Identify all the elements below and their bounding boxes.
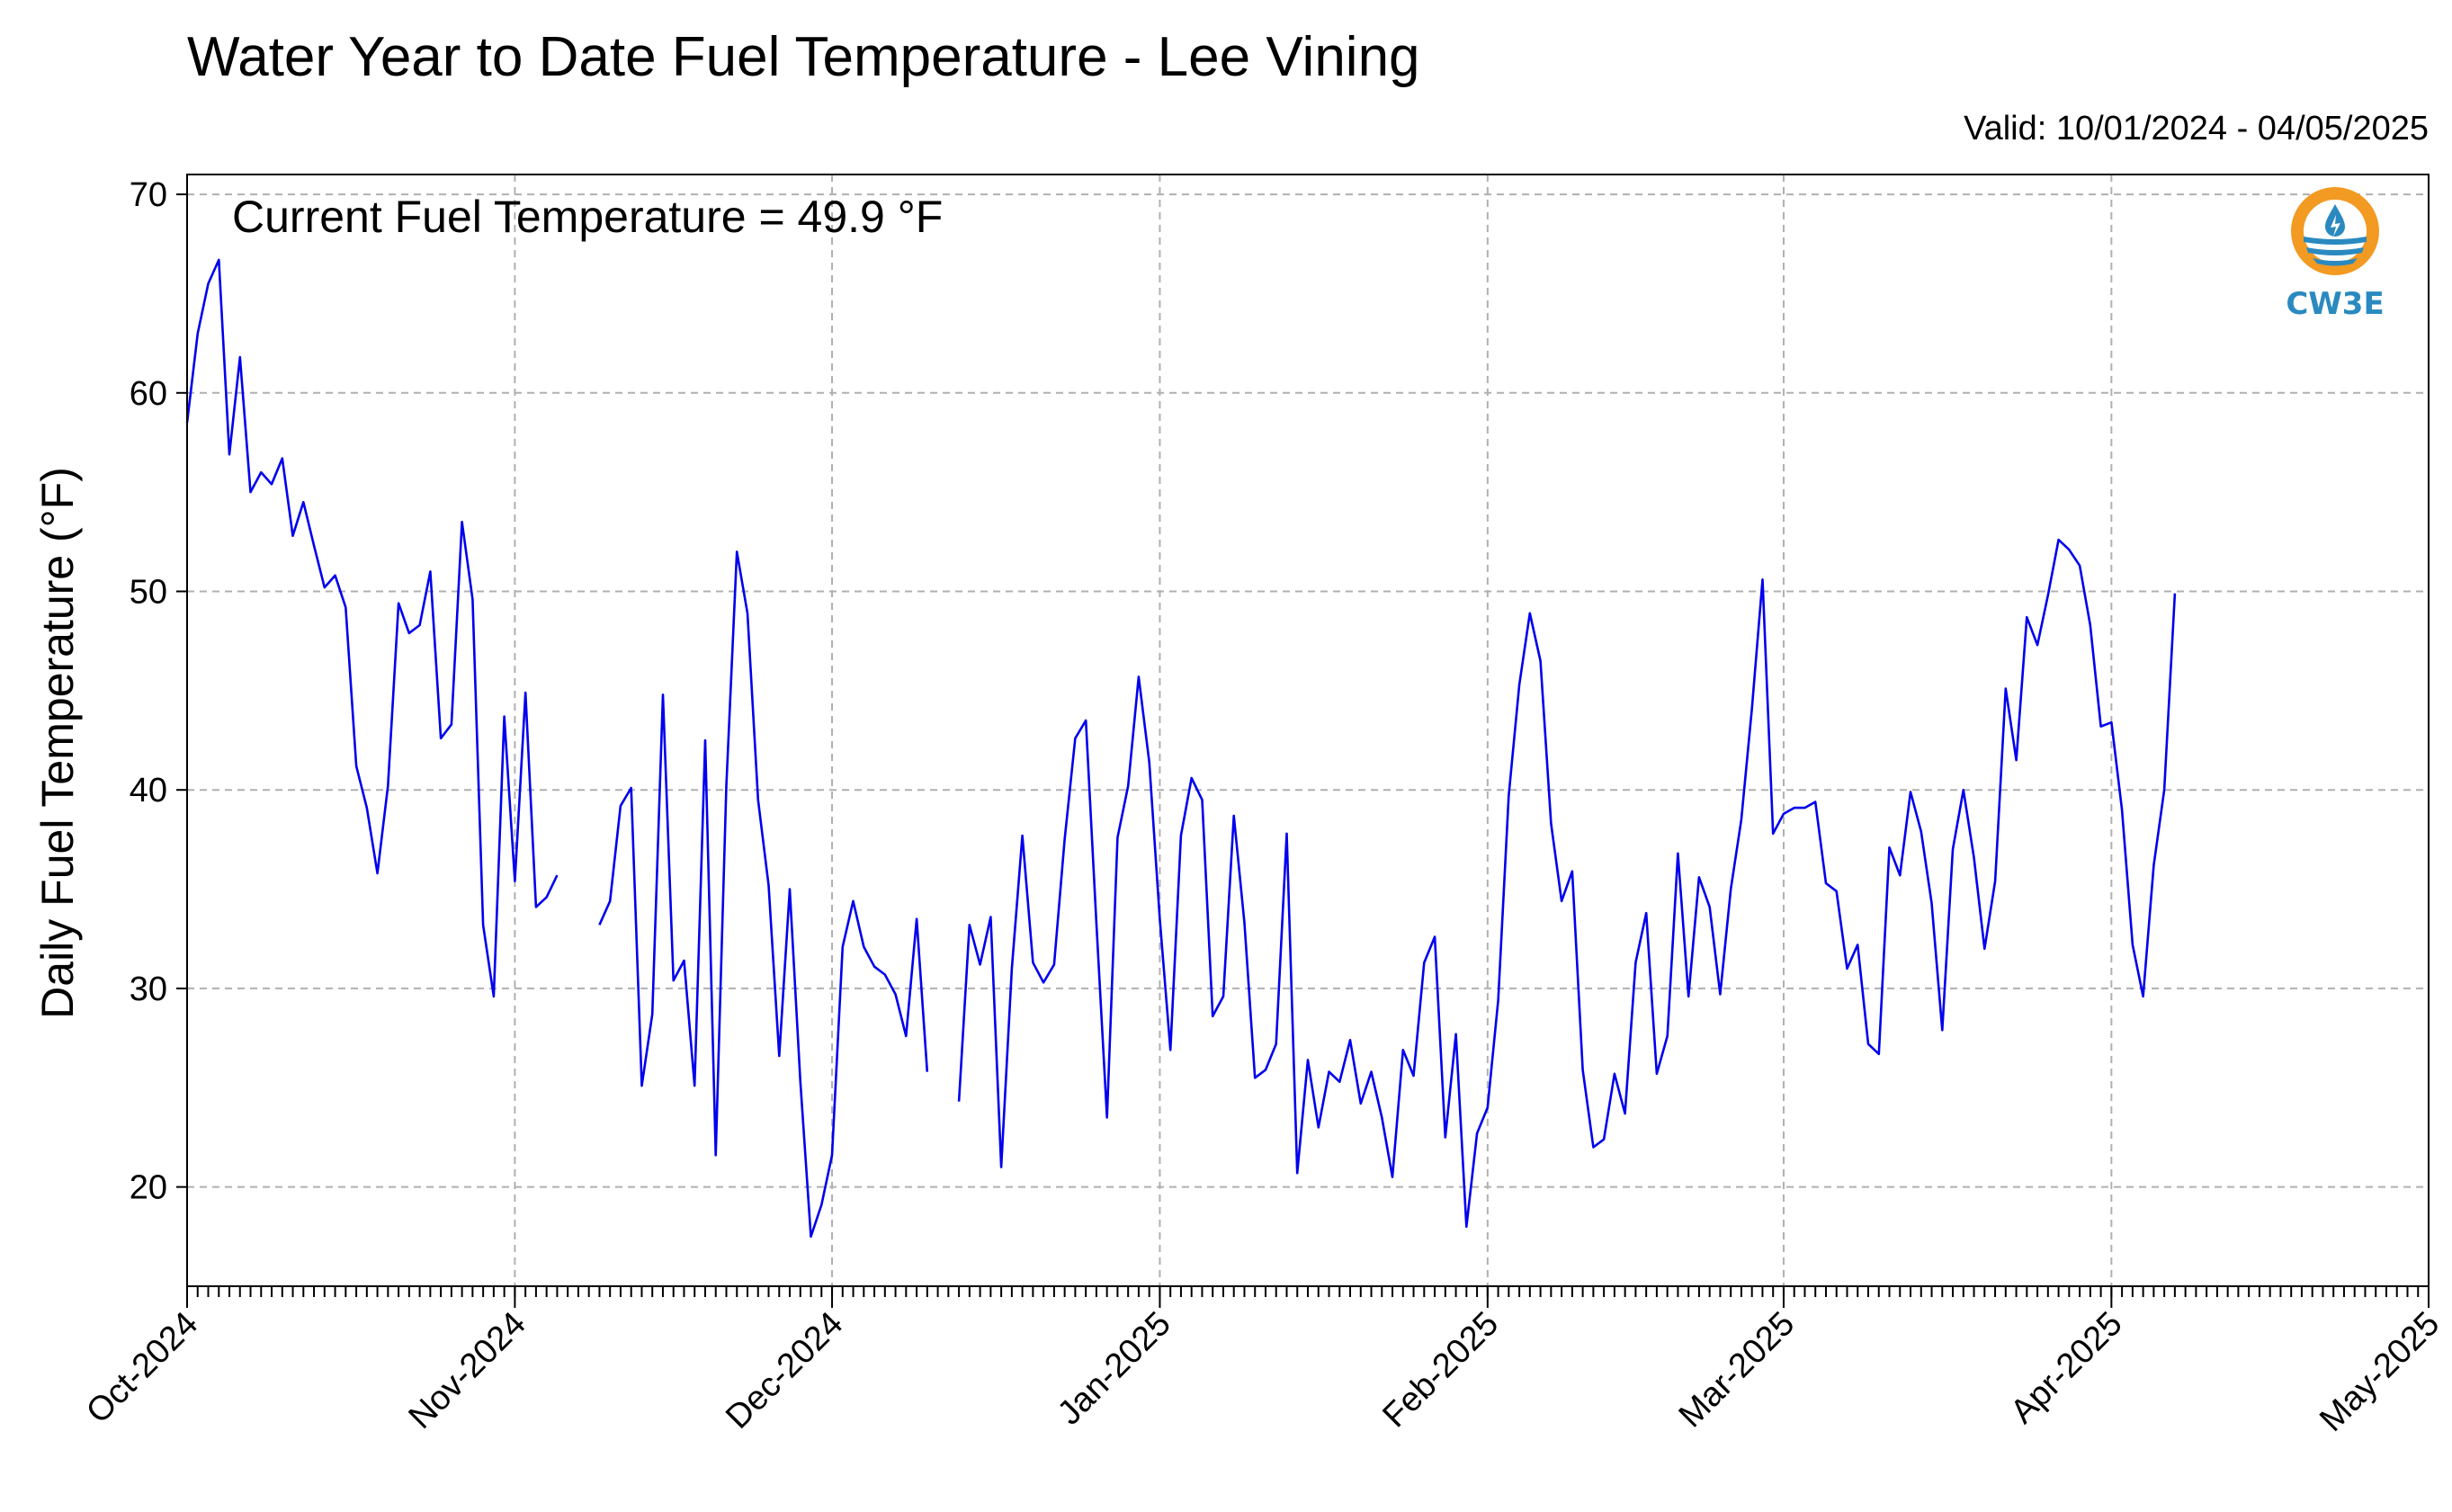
- fuel-temperature-line: [598, 550, 929, 1239]
- logo-text: CW3E: [2286, 286, 2385, 322]
- x-minor-ticks: [196, 1286, 2420, 1297]
- plot-frame: [186, 174, 2430, 1287]
- x-tick-label: Dec-2024: [719, 1305, 850, 1436]
- x-tick-label: Mar-2025: [1672, 1305, 1803, 1436]
- water-drop-icon: [2291, 187, 2379, 275]
- valid-date-range: Valid: 10/01/2024 - 04/05/2025: [1964, 110, 2429, 148]
- y-tick-label: 30: [130, 971, 167, 1008]
- y-tick-label: 70: [130, 176, 167, 214]
- x-tick-label: Nov-2024: [402, 1305, 533, 1436]
- series-lines: [185, 258, 2177, 1239]
- chart-title: Water Year to Date Fuel Temperature - Le…: [187, 26, 1420, 88]
- axis-ticks: 20 30 40 50 60 70 Oct-2024 Nov-2024 Dec-2024 Jan-…: [79, 176, 2447, 1439]
- x-tick-label: May-2025: [2313, 1305, 2447, 1439]
- cw3e-logo: CW3E: [2279, 184, 2391, 322]
- y-tick-label: 20: [130, 1169, 167, 1207]
- fuel-temperature-line: [957, 538, 2177, 1229]
- y-tick-label: 50: [130, 574, 167, 612]
- y-axis-label: Daily Fuel Temperature (°F): [32, 467, 83, 1019]
- x-tick-label: Feb-2025: [1375, 1305, 1506, 1436]
- x-tick-label: Apr-2025: [2003, 1305, 2129, 1431]
- fuel-temperature-line: [185, 258, 559, 998]
- y-tick-label: 40: [130, 772, 167, 810]
- y-tick-label: 60: [130, 375, 167, 413]
- current-fuel-temperature: Current Fuel Temperature = 49.9 °F: [232, 192, 944, 242]
- x-tick-label: Oct-2024: [79, 1305, 205, 1431]
- x-tick-label: Jan-2025: [1051, 1305, 1178, 1433]
